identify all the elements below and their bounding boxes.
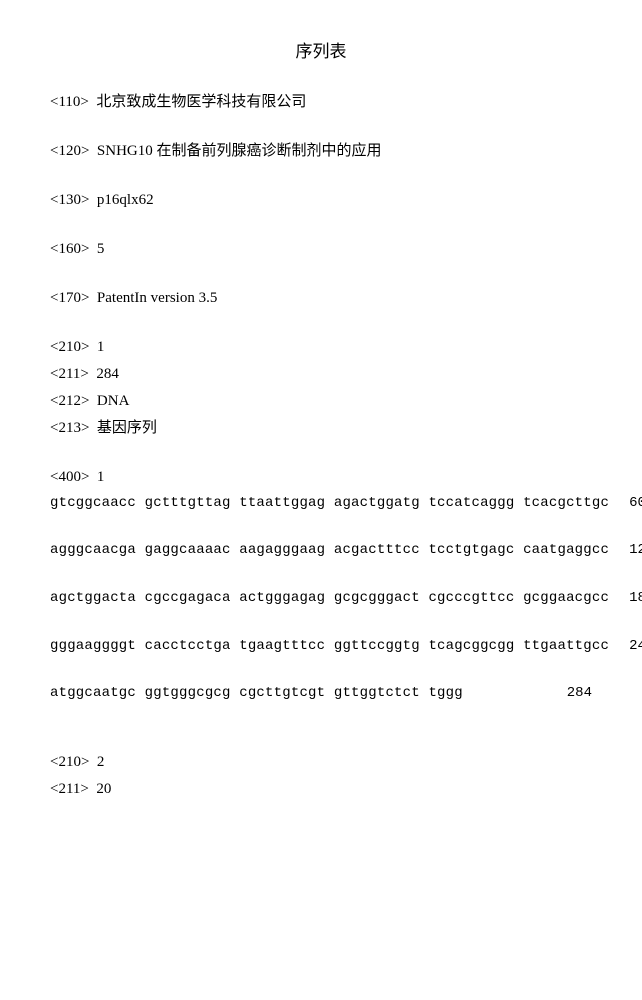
value-210a: 1 xyxy=(97,339,105,355)
tag-110: <110> xyxy=(50,94,89,110)
sequence-row: agggcaacga gaggcaaaac aagagggaag acgactt… xyxy=(50,541,592,561)
value-110: 北京致成生物医学科技有限公司 xyxy=(96,94,306,110)
tag-130: <130> xyxy=(50,192,89,208)
value-130: p16qlx62 xyxy=(97,192,154,208)
value-210b: 2 xyxy=(97,754,105,770)
field-120: <120> SNHG10 在制备前列腺癌诊断制剂中的应用 xyxy=(50,141,592,162)
tag-400a: <400> xyxy=(50,469,89,485)
tag-211b: <211> xyxy=(50,781,89,797)
field-213a: <213> 基因序列 xyxy=(50,418,592,439)
tag-170: <170> xyxy=(50,290,89,306)
field-210a: <210> 1 xyxy=(50,337,592,358)
value-160: 5 xyxy=(97,241,105,257)
field-212a: <212> DNA xyxy=(50,391,592,412)
sequence-position: 180 xyxy=(609,589,642,609)
sequence-position: 284 xyxy=(547,684,592,704)
field-211a: <211> 284 xyxy=(50,364,592,385)
value-213a: 基因序列 xyxy=(97,420,157,436)
sequence-position: 240 xyxy=(609,637,642,657)
sequence-text: agctggacta cgccgagaca actgggagag gcgcggg… xyxy=(50,589,609,609)
value-211a: 284 xyxy=(96,366,119,382)
sequence-position: 60 xyxy=(609,494,642,514)
tag-212a: <212> xyxy=(50,393,89,409)
sequence-text: gggaaggggt cacctcctga tgaagtttcc ggttccg… xyxy=(50,637,609,657)
value-400a: 1 xyxy=(97,469,105,485)
field-160: <160> 5 xyxy=(50,239,592,260)
field-210b: <210> 2 xyxy=(50,752,592,773)
tag-210a: <210> xyxy=(50,339,89,355)
sequence-text: gtcggcaacc gctttgttag ttaattggag agactgg… xyxy=(50,494,609,514)
field-400a: <400> 1 xyxy=(50,467,592,488)
sequence-row: agctggacta cgccgagaca actgggagag gcgcggg… xyxy=(50,589,592,609)
tag-213a: <213> xyxy=(50,420,89,436)
sequence-text: agggcaacga gaggcaaaac aagagggaag acgactt… xyxy=(50,541,609,561)
value-212a: DNA xyxy=(97,393,130,409)
tag-160: <160> xyxy=(50,241,89,257)
field-130: <130> p16qlx62 xyxy=(50,190,592,211)
value-211b: 20 xyxy=(96,781,111,797)
sequence-row: gtcggcaacc gctttgttag ttaattggag agactgg… xyxy=(50,494,592,514)
tag-120: <120> xyxy=(50,143,89,159)
value-170: PatentIn version 3.5 xyxy=(97,290,217,306)
sequence-position: 120 xyxy=(609,541,642,561)
field-170: <170> PatentIn version 3.5 xyxy=(50,288,592,309)
tag-210b: <210> xyxy=(50,754,89,770)
sequence-row: atggcaatgc ggtgggcgcg cgcttgtcgt gttggtc… xyxy=(50,684,592,704)
sequence-row: gggaaggggt cacctcctga tgaagtttcc ggttccg… xyxy=(50,637,592,657)
field-211b: <211> 20 xyxy=(50,779,592,800)
field-110: <110> 北京致成生物医学科技有限公司 xyxy=(50,92,592,113)
value-120: SNHG10 在制备前列腺癌诊断制剂中的应用 xyxy=(97,143,382,159)
page-title: 序列表 xyxy=(50,40,592,64)
tag-211a: <211> xyxy=(50,366,89,382)
sequence-text: atggcaatgc ggtgggcgcg cgcttgtcgt gttggtc… xyxy=(50,684,463,704)
